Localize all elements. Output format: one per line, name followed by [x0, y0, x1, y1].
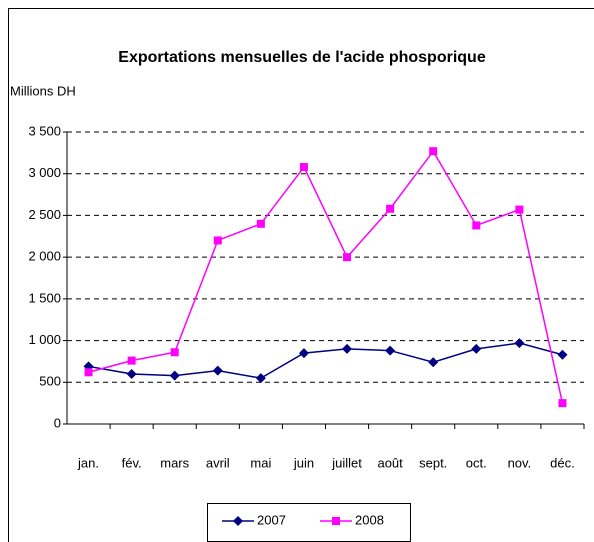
legend-label: 2008 — [355, 512, 384, 527]
marker — [126, 368, 137, 379]
y-tick-label: 1 500 — [28, 290, 61, 305]
marker — [332, 517, 340, 525]
marker — [213, 236, 222, 245]
marker — [429, 147, 438, 156]
y-tick-label: 1 000 — [28, 332, 61, 347]
x-tick-label: août — [377, 455, 403, 470]
marker — [515, 205, 524, 214]
marker — [233, 516, 243, 526]
marker — [255, 373, 266, 384]
marker — [298, 348, 309, 359]
y-tick-label: 3 500 — [28, 123, 61, 138]
x-tick-label: mai — [250, 455, 271, 470]
y-tick-label: 0 — [54, 415, 61, 430]
marker — [342, 343, 353, 354]
marker — [169, 370, 180, 381]
marker — [127, 356, 136, 365]
x-tick-label: avril — [206, 455, 230, 470]
x-tick-label: fév. — [122, 455, 142, 470]
x-tick-label: déc. — [550, 455, 575, 470]
marker — [256, 219, 265, 228]
chart-frame — [8, 8, 594, 542]
marker — [514, 338, 525, 349]
marker — [557, 349, 568, 360]
y-tick-label: 2 000 — [28, 249, 61, 264]
series-line — [88, 149, 564, 404]
marker — [428, 357, 439, 368]
marker — [558, 399, 567, 408]
marker — [385, 345, 396, 356]
marker — [170, 348, 179, 357]
y-tick-label: 3 000 — [28, 165, 61, 180]
chart-title: Exportations mensuelles de l'acide phosp… — [118, 49, 486, 66]
x-tick-label: nov. — [508, 455, 532, 470]
marker — [343, 253, 352, 262]
marker — [386, 204, 395, 213]
x-tick-label: juillet — [331, 455, 362, 470]
x-tick-label: oct. — [466, 455, 487, 470]
x-tick-label: jan. — [77, 455, 99, 470]
y-tick-label: 2 500 — [28, 207, 61, 222]
marker — [472, 221, 481, 230]
x-tick-label: juin — [293, 455, 314, 470]
series-line — [88, 342, 563, 379]
marker — [212, 365, 223, 376]
x-tick-label: mars — [160, 455, 189, 470]
legend-label: 2007 — [257, 512, 286, 527]
marker — [471, 343, 482, 354]
marker — [299, 163, 308, 172]
x-tick-label: sept. — [419, 455, 447, 470]
y-axis-label: Millions DH — [10, 83, 76, 98]
marker — [84, 368, 93, 377]
y-tick-label: 500 — [39, 374, 61, 389]
